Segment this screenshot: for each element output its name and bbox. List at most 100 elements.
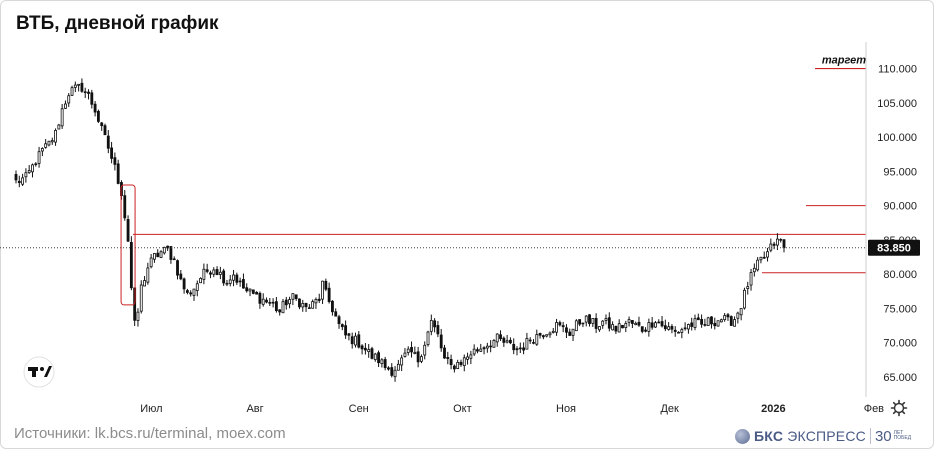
candle: [719, 318, 723, 323]
candle-body-down: [710, 316, 713, 325]
candle: [106, 130, 110, 154]
candle: [304, 302, 308, 312]
candle: [261, 293, 265, 307]
candle: [433, 318, 437, 333]
candle: [568, 328, 572, 337]
candle-body-up: [545, 334, 549, 337]
candle-body-up: [406, 348, 410, 353]
candle-body-down: [528, 339, 532, 342]
candle-body-up: [472, 348, 476, 355]
candle: [518, 342, 522, 354]
candle: [538, 332, 542, 339]
candle: [50, 137, 54, 145]
brand-name-rest: ЭКСПРЕСС: [787, 428, 866, 444]
candle-body-up: [469, 354, 473, 359]
candle-body-up: [571, 328, 575, 336]
candle-body-up: [759, 256, 763, 261]
candle: [195, 280, 199, 297]
candle: [677, 331, 680, 334]
candle: [232, 269, 235, 287]
candle-body-up: [466, 356, 469, 360]
candle-body-up: [232, 274, 235, 281]
candle: [113, 152, 117, 171]
y-tick-label: 65.000: [883, 372, 917, 384]
candle-body-down: [242, 279, 245, 289]
candle: [594, 313, 598, 333]
candle-body-down: [726, 314, 730, 318]
candle-body-down: [390, 367, 394, 376]
candle-body-up: [311, 301, 315, 309]
candle-body-up: [400, 357, 404, 366]
candle-body-down: [640, 326, 644, 332]
candle: [443, 344, 446, 359]
candle-body-down: [433, 320, 437, 328]
candle: [169, 246, 173, 264]
candle: [710, 316, 713, 329]
candle: [27, 165, 31, 174]
candle-body-up: [429, 320, 433, 332]
candle-body-down: [387, 367, 390, 370]
candle: [44, 139, 48, 149]
candle: [218, 266, 222, 280]
candle: [116, 159, 120, 185]
candle-body-up: [413, 351, 417, 354]
candle-body-down: [594, 318, 598, 329]
candle-body-up: [574, 320, 578, 332]
candle-body-up: [248, 288, 252, 292]
candle-body-up: [634, 322, 638, 326]
candle: [630, 319, 634, 329]
candle: [482, 346, 486, 355]
candle-body-down: [439, 334, 443, 349]
chart-title: ВТБ, дневной график: [16, 13, 219, 34]
candle-body-up: [723, 315, 727, 321]
candle: [192, 288, 196, 301]
candle: [271, 298, 275, 308]
candle: [390, 363, 394, 378]
candle-body-down: [512, 343, 516, 351]
candle: [739, 308, 743, 321]
candle: [162, 246, 166, 255]
candle-body-up: [719, 319, 723, 323]
candle: [485, 342, 489, 353]
candle: [357, 331, 361, 349]
candle: [733, 316, 736, 327]
candle: [410, 341, 413, 358]
candle: [446, 351, 450, 365]
candle: [591, 318, 595, 327]
candle-body-down: [522, 347, 526, 351]
candle: [153, 252, 156, 263]
candle: [736, 311, 740, 324]
candle-body-up: [492, 340, 496, 348]
candle: [298, 298, 301, 310]
candle-body-up: [716, 320, 720, 327]
candle-body-up: [162, 246, 166, 254]
candle-body-down: [100, 122, 104, 127]
candle: [667, 322, 671, 331]
candle: [383, 356, 387, 371]
candle: [57, 123, 61, 130]
candle-body-up: [548, 332, 552, 336]
gear-icon[interactable]: [890, 399, 908, 417]
candle: [459, 359, 463, 367]
candle-body-down: [298, 298, 301, 308]
candle: [690, 317, 694, 331]
candle: [472, 344, 476, 356]
candle: [373, 352, 377, 362]
candle-body-down: [176, 260, 179, 276]
candle-body-up: [143, 280, 146, 287]
candle-body-down: [515, 348, 519, 351]
source-note: Источники: lk.bcs.ru/terminal, moex.com: [14, 425, 286, 442]
candle-body-up: [775, 238, 779, 246]
candle-body-down: [782, 239, 786, 249]
candle: [413, 346, 417, 355]
logo-stem: [32, 367, 36, 377]
candle-body-down: [209, 272, 212, 275]
candle: [400, 354, 404, 372]
x-tick-label: Дек: [660, 403, 679, 415]
candle-body-down: [614, 325, 618, 332]
candle: [406, 346, 410, 356]
candle-body-up: [321, 280, 324, 300]
candle-body-down: [103, 125, 107, 136]
candle: [354, 332, 357, 348]
